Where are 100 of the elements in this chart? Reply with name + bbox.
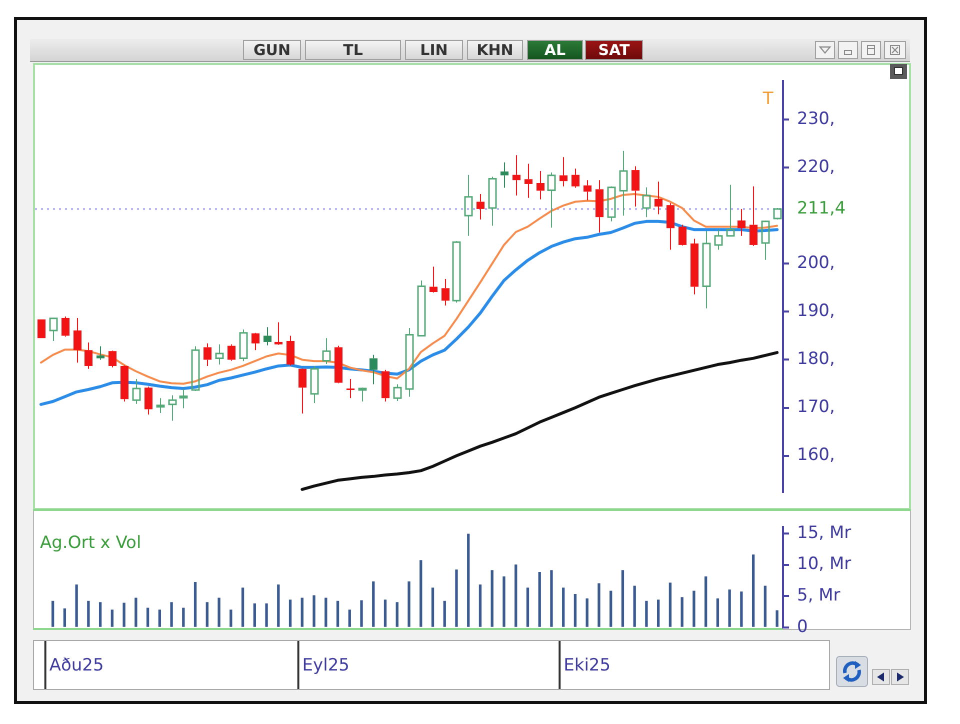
candlestick: [264, 326, 272, 346]
bar: [63, 608, 66, 627]
bar: [502, 576, 506, 627]
candlestick: [512, 154, 520, 196]
candlestick: [252, 333, 260, 351]
bar: [514, 564, 518, 627]
candlestick: [666, 202, 674, 250]
bar: [87, 600, 90, 627]
candlestick: [547, 172, 556, 228]
bar: [288, 600, 292, 627]
bar: [455, 569, 458, 627]
y-tick-label: 15, Mr: [797, 522, 852, 543]
bar: [562, 588, 565, 627]
candlestick: [464, 174, 473, 236]
candlestick: [442, 278, 450, 306]
bar: [621, 570, 624, 627]
candlestick: [96, 346, 104, 360]
bar: [645, 600, 648, 627]
bar: [740, 591, 743, 627]
bar: [610, 590, 612, 627]
bar: [51, 600, 54, 627]
bar: [598, 583, 600, 627]
candlestick: [524, 163, 532, 198]
candlestick: [228, 344, 236, 362]
bar: [312, 595, 316, 627]
bar: [134, 598, 138, 627]
candlestick: [49, 318, 58, 342]
bar: [776, 610, 778, 627]
text: GUN: [253, 41, 291, 59]
candlestick: [358, 387, 367, 402]
bar: [396, 602, 398, 627]
bar: [704, 576, 708, 627]
candlestick: [286, 335, 294, 366]
candlestick: [274, 322, 282, 344]
bar: [443, 600, 446, 627]
candlestick: [204, 342, 212, 366]
bar: [75, 584, 78, 627]
bar: [265, 603, 268, 627]
text: AL: [544, 41, 566, 59]
y-tick-label: 5, Mr: [797, 586, 840, 606]
bar: [574, 594, 577, 627]
candlestick: [738, 208, 746, 236]
candlestick: [215, 344, 224, 366]
bar: [716, 598, 720, 627]
bar: [467, 534, 470, 627]
bar: [122, 602, 126, 627]
bar: [230, 610, 232, 627]
candlestick: [476, 194, 484, 220]
x-tick-label: Aðu25: [49, 655, 104, 676]
candlestick: [74, 317, 82, 364]
candlestick: [144, 386, 152, 415]
candlestick: [560, 156, 568, 187]
candlestick: [84, 342, 92, 370]
bar: [194, 582, 197, 627]
bar: [657, 600, 660, 627]
candlestick: [750, 186, 758, 246]
candlestick: [500, 162, 508, 188]
bar: [633, 586, 636, 627]
candlestick: [108, 351, 116, 368]
candlestick: [382, 369, 390, 402]
candlestick: [120, 366, 128, 402]
candlestick: [488, 176, 497, 226]
candlestick: [642, 186, 651, 218]
bar: [680, 597, 684, 627]
candlestick: [619, 150, 628, 216]
candlestick: [310, 365, 319, 404]
bar: [98, 602, 102, 627]
bar: [668, 582, 672, 627]
bar: [526, 588, 530, 627]
bar: [253, 603, 256, 627]
text: KHN: [476, 41, 514, 59]
text: SAT: [598, 41, 630, 59]
candlestick: [132, 378, 141, 404]
bar: [550, 570, 553, 627]
bar: [360, 600, 363, 627]
text: LIN: [420, 41, 448, 59]
candlestick: [654, 181, 662, 215]
bar: [431, 588, 434, 627]
bar: [158, 610, 161, 627]
x-tick-label: Eyl25: [302, 655, 350, 676]
bar: [110, 610, 114, 627]
candlestick: [156, 398, 165, 414]
candlestick: [702, 230, 711, 309]
bar: [241, 588, 244, 627]
x-tick-label: Eki25: [564, 655, 611, 676]
candlestick: [596, 180, 604, 233]
candlestick: [536, 170, 544, 200]
bar: [348, 610, 351, 627]
bar: [300, 598, 304, 627]
bar: [206, 602, 208, 627]
bar: [764, 586, 767, 627]
candlestick: [370, 354, 378, 385]
bar: [586, 598, 588, 627]
bar: [277, 584, 280, 627]
bar: [478, 584, 482, 627]
candlestick: [632, 166, 640, 208]
bar: [324, 598, 328, 627]
bar: [182, 608, 185, 627]
candlestick: [572, 168, 580, 188]
bar: [372, 581, 375, 627]
